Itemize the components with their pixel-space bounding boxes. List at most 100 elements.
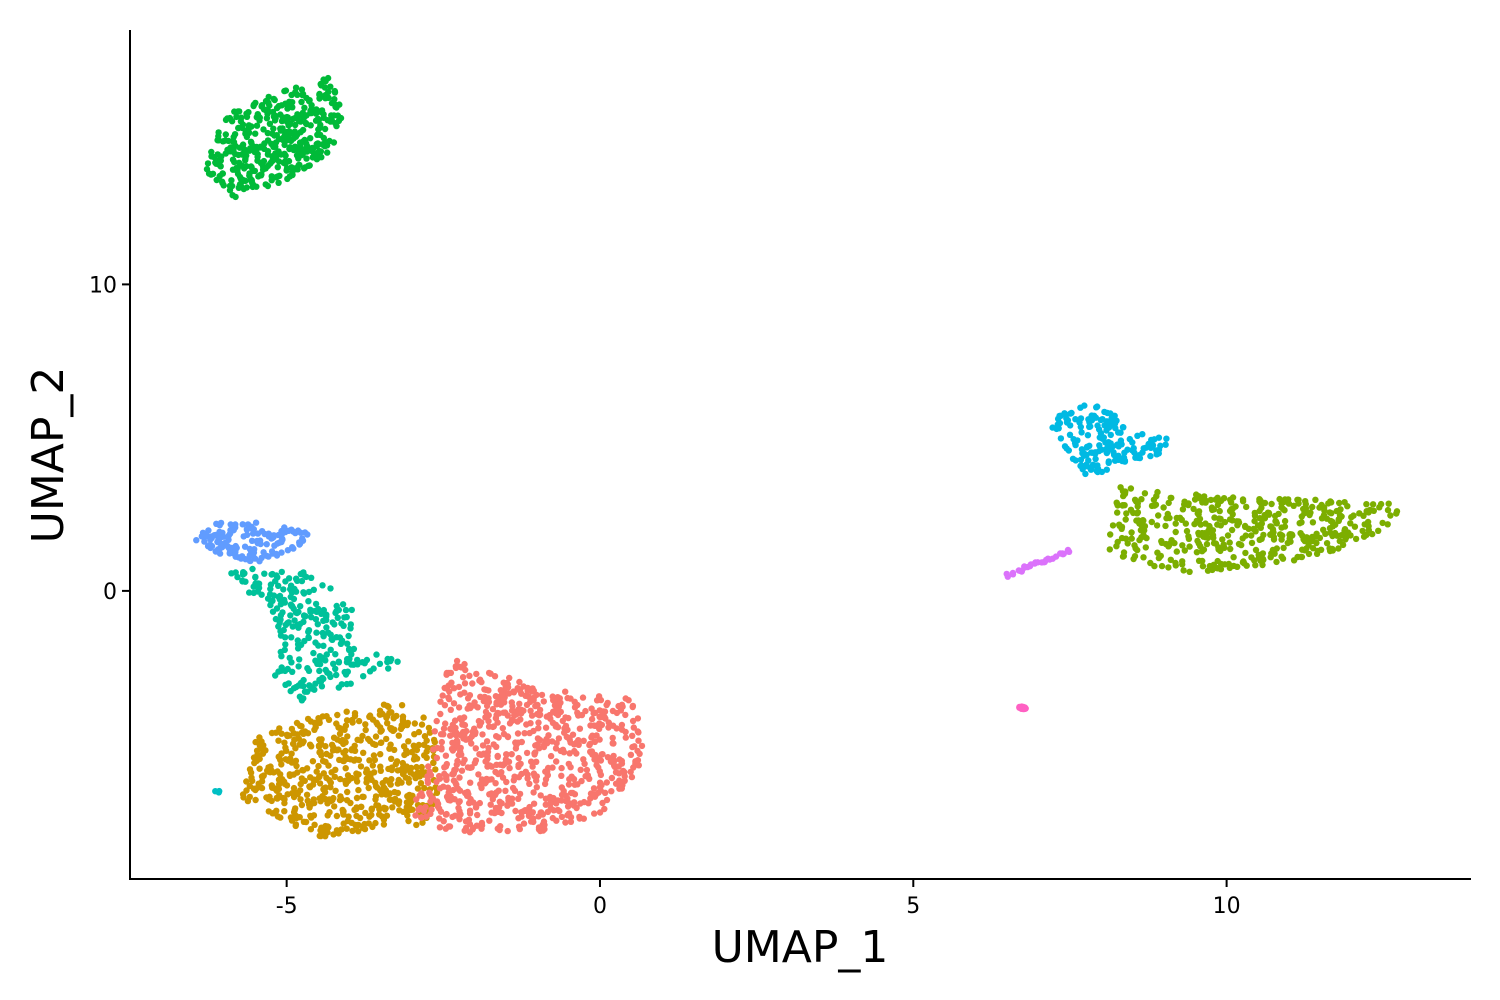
data-point xyxy=(520,707,527,714)
data-point xyxy=(542,776,550,783)
data-point xyxy=(294,527,302,534)
data-point xyxy=(509,703,516,710)
data-point xyxy=(309,758,317,765)
data-point xyxy=(286,128,293,135)
data-point xyxy=(232,548,239,555)
data-point xyxy=(330,734,338,741)
data-point xyxy=(1377,500,1385,508)
data-point xyxy=(317,827,324,834)
data-point xyxy=(301,777,308,784)
data-point xyxy=(425,763,432,770)
data-point xyxy=(1280,544,1287,552)
data-point xyxy=(252,130,259,137)
data-point xyxy=(241,543,249,550)
data-point xyxy=(313,156,321,163)
data-point xyxy=(388,755,395,762)
data-point xyxy=(231,131,239,138)
data-point xyxy=(348,819,355,826)
data-point xyxy=(482,714,489,721)
data-point xyxy=(244,797,252,805)
data-point xyxy=(224,115,231,122)
data-point xyxy=(1123,510,1130,517)
data-point xyxy=(1092,455,1099,463)
data-point xyxy=(303,140,310,147)
data-point xyxy=(475,771,482,778)
data-point xyxy=(1185,535,1193,542)
data-point xyxy=(1109,522,1117,529)
data-point xyxy=(625,697,632,704)
data-point xyxy=(1228,526,1236,534)
data-point xyxy=(1066,431,1074,438)
data-point xyxy=(308,574,315,581)
data-point xyxy=(1103,466,1111,473)
data-point xyxy=(506,720,514,727)
data-point xyxy=(564,812,571,819)
data-point xyxy=(504,827,511,835)
data-point xyxy=(1085,457,1092,464)
data-point xyxy=(1179,506,1187,513)
data-point xyxy=(413,821,420,829)
data-point xyxy=(1131,496,1139,503)
data-point xyxy=(1341,527,1348,535)
data-point xyxy=(1124,446,1131,453)
data-point xyxy=(250,549,258,556)
data-point xyxy=(1114,538,1121,546)
data-point xyxy=(1256,515,1264,522)
data-point xyxy=(242,177,249,184)
data-point xyxy=(1136,520,1143,527)
data-point xyxy=(540,818,548,825)
data-point xyxy=(514,739,522,746)
data-point xyxy=(293,609,301,617)
data-point xyxy=(323,624,330,631)
data-point xyxy=(613,725,620,732)
data-point xyxy=(1089,449,1096,456)
data-point xyxy=(333,671,340,679)
data-point xyxy=(193,537,200,544)
data-point xyxy=(307,718,315,725)
data-point xyxy=(553,758,560,765)
data-point xyxy=(1160,504,1167,511)
data-point xyxy=(275,582,282,589)
data-point xyxy=(567,764,574,771)
data-point xyxy=(1248,539,1256,547)
data-point xyxy=(552,745,560,752)
data-point xyxy=(1323,515,1331,522)
data-point xyxy=(340,808,347,815)
data-point xyxy=(458,717,465,724)
data-point xyxy=(335,606,342,614)
data-point xyxy=(1136,536,1143,544)
data-point xyxy=(327,646,334,653)
data-point xyxy=(1015,567,1022,574)
data-point xyxy=(300,571,307,578)
data-point xyxy=(1120,424,1127,431)
data-point xyxy=(442,825,449,832)
data-point xyxy=(1183,527,1191,535)
data-point xyxy=(300,818,308,825)
data-point xyxy=(428,806,435,813)
data-point xyxy=(554,707,561,714)
data-point xyxy=(357,763,365,770)
data-point xyxy=(591,738,598,745)
data-point xyxy=(1078,446,1086,453)
data-point xyxy=(459,674,467,681)
data-point xyxy=(1027,561,1035,568)
axis-ticks: -5 0 5 10 0 10 xyxy=(89,273,1241,919)
data-point xyxy=(405,775,412,783)
data-point xyxy=(325,762,332,769)
data-point xyxy=(1220,541,1227,548)
data-point xyxy=(387,796,394,803)
data-point xyxy=(320,114,327,122)
data-point xyxy=(1299,532,1306,539)
data-point xyxy=(202,531,209,539)
data-point xyxy=(483,757,490,765)
data-point xyxy=(1302,500,1310,508)
data-point xyxy=(224,542,231,549)
data-point xyxy=(483,738,491,745)
data-point xyxy=(442,720,449,727)
data-point xyxy=(565,781,573,788)
data-point xyxy=(240,569,247,576)
data-point xyxy=(270,125,277,132)
data-point xyxy=(591,756,598,763)
data-point xyxy=(492,804,500,812)
data-point xyxy=(553,740,560,747)
